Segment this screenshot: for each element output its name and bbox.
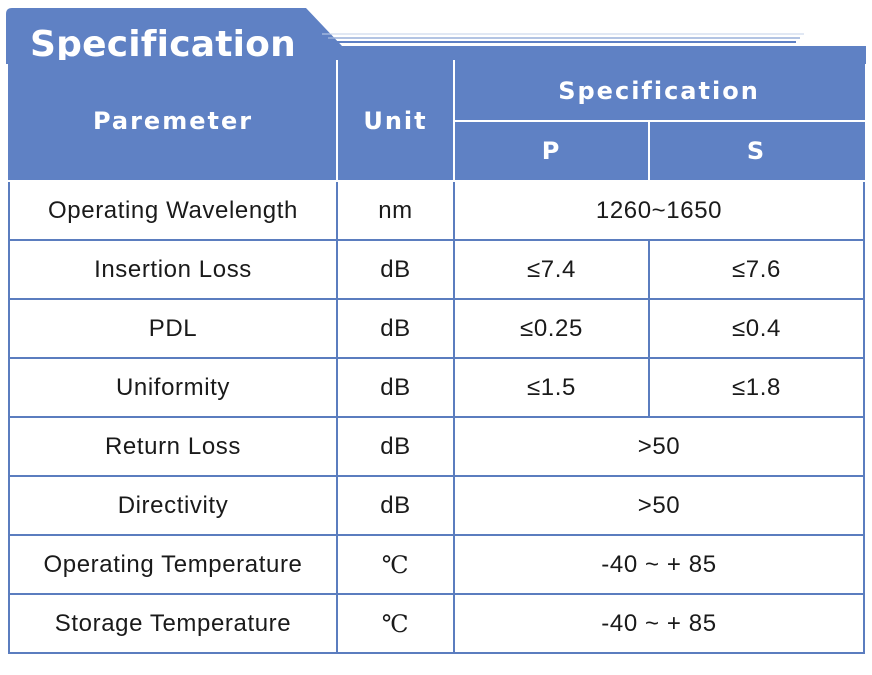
cell-parameter: PDL [8,298,338,359]
header-unit: Unit [336,60,455,182]
table-row: Storage Temperature ℃ -40 ~ + 85 [8,593,865,654]
page-title: Specification [30,24,296,65]
table-row: Uniformity dB ≤1.5 ≤1.8 [8,357,865,418]
title-banner-shape [6,8,866,64]
cell-value: >50 [453,416,865,477]
cell-unit: dB [336,475,455,536]
table-row: Insertion Loss dB ≤7.4 ≤7.6 [8,239,865,300]
cell-parameter: Uniformity [8,357,338,418]
cell-unit: ℃ [336,593,455,654]
cell-parameter: Storage Temperature [8,593,338,654]
cell-unit: dB [336,239,455,300]
cell-value: >50 [453,475,865,536]
cell-value: -40 ~ + 85 [453,534,865,595]
cell-value: 1260~1650 [453,180,865,241]
cell-s: ≤1.8 [648,357,865,418]
header-p: P [453,120,650,182]
cell-parameter: Operating Wavelength [8,180,338,241]
header-parameter: Paremeter [8,60,338,182]
cell-value: -40 ~ + 85 [453,593,865,654]
cell-unit: nm [336,180,455,241]
cell-p: ≤7.4 [453,239,650,300]
cell-p: ≤1.5 [453,357,650,418]
table-header-row: Paremeter Unit Specification [8,60,865,182]
cell-unit: ℃ [336,534,455,595]
specification-table: Paremeter Unit Specification P S Operati… [8,60,865,654]
table-row: Operating Temperature ℃ -40 ~ + 85 [8,534,865,595]
title-banner: Specification [6,8,866,65]
table-row: Return Loss dB >50 [8,416,865,477]
table-row: PDL dB ≤0.25 ≤0.4 [8,298,865,359]
table-row: Operating Wavelength nm 1260~1650 [8,180,865,241]
cell-parameter: Operating Temperature [8,534,338,595]
cell-unit: dB [336,416,455,477]
header-specification: Specification [453,60,865,122]
cell-parameter: Insertion Loss [8,239,338,300]
cell-s: ≤7.6 [648,239,865,300]
table-row: Directivity dB >50 [8,475,865,536]
table-subheader-row: P S [9,120,865,182]
cell-unit: dB [336,357,455,418]
cell-s: ≤0.4 [648,298,865,359]
cell-unit: dB [336,298,455,359]
cell-parameter: Directivity [8,475,338,536]
header-s: S [648,120,865,182]
cell-parameter: Return Loss [8,416,338,477]
cell-p: ≤0.25 [453,298,650,359]
